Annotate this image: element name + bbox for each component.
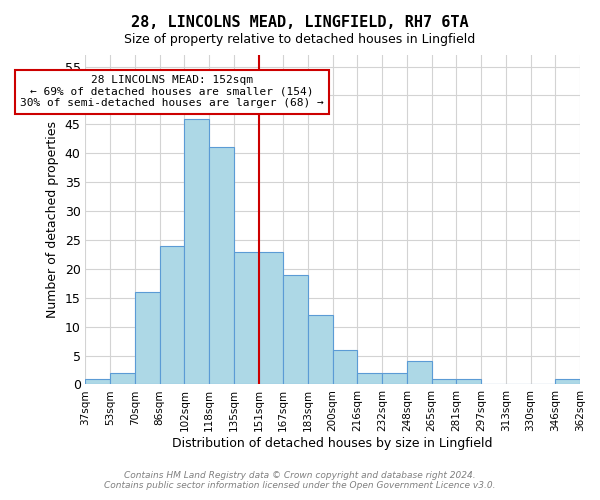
Bar bbox=[358, 373, 382, 384]
Y-axis label: Number of detached properties: Number of detached properties bbox=[46, 121, 59, 318]
Bar bbox=[209, 148, 234, 384]
Bar bbox=[555, 378, 580, 384]
Text: Contains HM Land Registry data © Crown copyright and database right 2024.
Contai: Contains HM Land Registry data © Crown c… bbox=[104, 470, 496, 490]
Bar bbox=[457, 378, 481, 384]
Bar bbox=[160, 246, 184, 384]
Bar bbox=[283, 274, 308, 384]
Bar bbox=[135, 292, 160, 384]
Bar bbox=[110, 373, 135, 384]
Bar bbox=[308, 315, 333, 384]
Text: Size of property relative to detached houses in Lingfield: Size of property relative to detached ho… bbox=[124, 32, 476, 46]
Bar bbox=[382, 373, 407, 384]
Text: 28 LINCOLNS MEAD: 152sqm
← 69% of detached houses are smaller (154)
30% of semi-: 28 LINCOLNS MEAD: 152sqm ← 69% of detach… bbox=[20, 75, 324, 108]
X-axis label: Distribution of detached houses by size in Lingfield: Distribution of detached houses by size … bbox=[172, 437, 493, 450]
Bar bbox=[431, 378, 457, 384]
Bar bbox=[234, 252, 259, 384]
Bar bbox=[333, 350, 358, 384]
Bar bbox=[407, 362, 431, 384]
Text: 28, LINCOLNS MEAD, LINGFIELD, RH7 6TA: 28, LINCOLNS MEAD, LINGFIELD, RH7 6TA bbox=[131, 15, 469, 30]
Bar bbox=[85, 378, 110, 384]
Bar bbox=[184, 118, 209, 384]
Bar bbox=[259, 252, 283, 384]
